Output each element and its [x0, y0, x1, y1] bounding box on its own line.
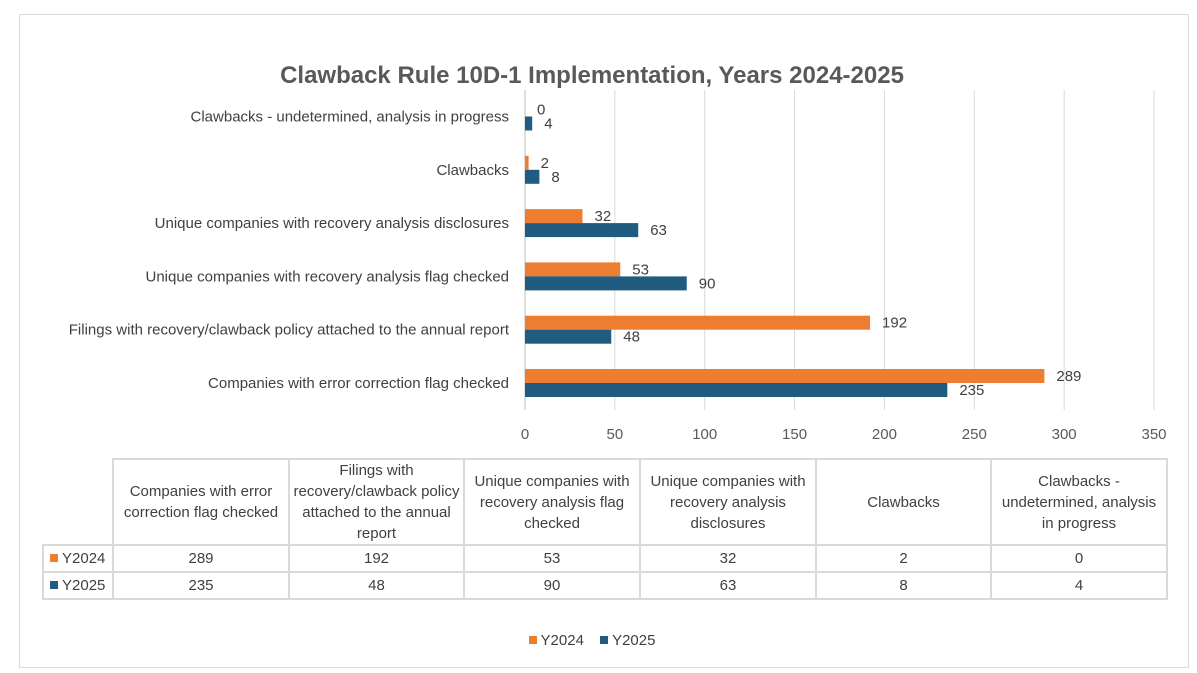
table-row-header: Y2024: [42, 544, 114, 573]
data-label: 48: [623, 329, 640, 346]
table-header-cell: Companies with error correction flag che…: [112, 458, 290, 546]
y2025-legend-key: [50, 581, 58, 589]
category-label: Filings with recovery/clawback policy at…: [69, 322, 510, 339]
table-cell: 90: [463, 571, 641, 600]
series-name: Y2025: [62, 577, 106, 594]
bar-y2024: [525, 262, 621, 277]
category-label: Clawbacks: [436, 162, 509, 179]
legend-swatch: [600, 636, 609, 644]
table-cell: 235: [112, 571, 290, 600]
legend-swatch: [528, 636, 537, 644]
bar-y2025: [525, 116, 533, 131]
data-label: 32: [595, 208, 612, 225]
table-row: Y2024 289 192 53 32 2 0: [42, 544, 1168, 573]
table-header-cell: Clawbacks: [815, 458, 992, 546]
legend-label: Y2024: [540, 632, 584, 649]
data-label: 53: [632, 261, 649, 278]
bar-y2024: [525, 155, 529, 170]
category-label: Companies with error correction flag che…: [208, 375, 509, 392]
bar-y2024: [525, 369, 1045, 383]
table-header-cell: Filings with recovery/clawback policy at…: [288, 458, 465, 546]
legend-item-y2024: Y2024: [528, 632, 584, 649]
data-label: 235: [959, 382, 984, 399]
table-row-header: Y2025: [42, 571, 114, 600]
bar-y2025: [525, 329, 612, 344]
series-name: Y2024: [62, 550, 106, 567]
data-label: 63: [650, 222, 667, 239]
data-label: 8: [551, 169, 559, 186]
table-cell: 2: [815, 544, 992, 573]
table-cell: 289: [112, 544, 290, 573]
table-cell: 32: [639, 544, 817, 573]
bar-chart-plot: 0 50 100 150 200 250 300 350 Companies with erro…: [69, 90, 1167, 443]
table-header-cell: Unique companies with recovery analysis …: [463, 458, 641, 546]
x-tick-label: 350: [1141, 426, 1166, 443]
bar-y2025: [525, 276, 687, 291]
legend-item-y2025: Y2025: [600, 632, 655, 649]
bar-y2024: [525, 315, 871, 330]
x-tick-label: 50: [607, 426, 624, 443]
bar-y2025: [525, 383, 948, 397]
data-label: 4: [544, 116, 552, 133]
table-cell: 48: [288, 571, 465, 600]
table-header-cell: Clawbacks - undetermined, analysis in pr…: [990, 458, 1168, 546]
data-table: Companies with error correction flag che…: [42, 458, 1168, 600]
table-cell: 53: [463, 544, 641, 573]
x-tick-label: 200: [872, 426, 897, 443]
table-cell: 8: [815, 571, 992, 600]
chart-title: Clawback Rule 10D-1 Implementation, Year…: [280, 62, 904, 89]
table-row: Y2025 235 48 90 63 8 4: [42, 571, 1168, 600]
table-corner: [43, 459, 113, 545]
category-label: Unique companies with recovery analysis …: [145, 268, 509, 285]
x-tick-label: 300: [1052, 426, 1077, 443]
bar-y2025: [525, 169, 540, 184]
table-cell: 0: [990, 544, 1168, 573]
category-label: Clawbacks - undetermined, analysis in pr…: [191, 109, 509, 126]
x-tick-label: 0: [521, 426, 529, 443]
x-tick-label: 250: [962, 426, 987, 443]
table-header-cell: Unique companies with recovery analysis …: [639, 458, 817, 546]
data-label: 2: [541, 155, 549, 172]
data-label: 192: [882, 315, 907, 332]
bar-y2025: [525, 223, 639, 238]
legend-label: Y2025: [612, 632, 656, 649]
bar-y2024: [525, 209, 583, 224]
chart-legend: Y2024 Y2025: [0, 632, 1184, 649]
y2024-legend-key: [50, 554, 58, 562]
table-cell: 63: [639, 571, 817, 600]
table-cell: 4: [990, 571, 1168, 600]
x-tick-label: 100: [692, 426, 717, 443]
data-label: 289: [1056, 368, 1081, 385]
data-label: 0: [537, 102, 545, 119]
data-label: 90: [699, 275, 716, 292]
table-cell: 192: [288, 544, 465, 573]
category-label: Unique companies with recovery analysis …: [155, 215, 509, 232]
x-tick-label: 150: [782, 426, 807, 443]
